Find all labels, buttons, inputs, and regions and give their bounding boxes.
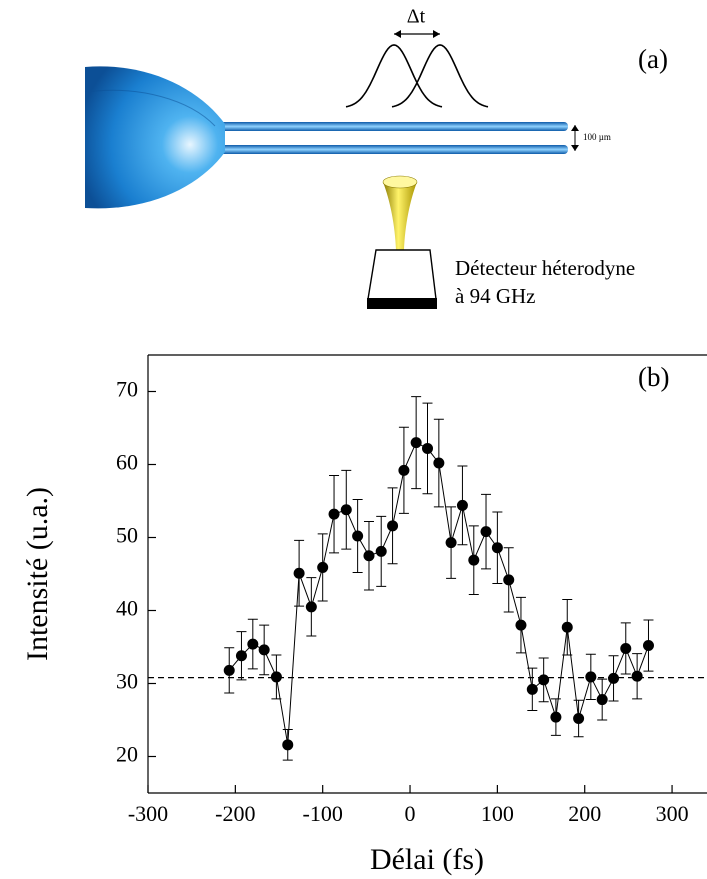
data-point bbox=[282, 739, 294, 751]
y-tick-label: 30 bbox=[116, 669, 138, 694]
data-point bbox=[293, 567, 305, 579]
x-tick-label: -300 bbox=[128, 801, 168, 826]
data-point bbox=[410, 437, 422, 449]
data-point bbox=[515, 619, 527, 631]
data-point bbox=[422, 442, 433, 454]
detector-base bbox=[367, 298, 437, 309]
data-point bbox=[491, 542, 503, 554]
data-point bbox=[317, 561, 329, 573]
data-point bbox=[270, 671, 282, 683]
detector-label: Détecteur héterodyne bbox=[455, 256, 635, 280]
x-axis-title: Délai (fs) bbox=[370, 843, 484, 876]
waveguide bbox=[215, 145, 568, 154]
y-axis-title: Intensité (u.a.) bbox=[21, 487, 54, 661]
scale-label: 100 µm bbox=[583, 132, 611, 142]
panel-label: (b) bbox=[638, 362, 669, 392]
data-point bbox=[468, 554, 480, 566]
data-point bbox=[363, 550, 375, 562]
data-point bbox=[235, 650, 247, 662]
delay-label: Δt bbox=[407, 6, 426, 28]
data-point bbox=[620, 642, 632, 654]
data-point bbox=[585, 671, 597, 683]
data-point bbox=[596, 694, 608, 706]
data-point bbox=[642, 640, 654, 652]
data-point bbox=[258, 644, 270, 656]
data-point bbox=[375, 545, 387, 557]
data-point bbox=[526, 683, 538, 695]
y-tick-label: 50 bbox=[116, 523, 138, 548]
diagram: Δt 100 µm (a) Détecteur héterodyne à 94 … bbox=[84, 6, 668, 309]
data-point bbox=[340, 504, 352, 516]
x-tick-label: -100 bbox=[303, 801, 343, 826]
horn bbox=[85, 66, 225, 209]
data-point bbox=[456, 499, 468, 511]
data-point bbox=[433, 457, 445, 469]
data-point bbox=[387, 520, 399, 532]
arrow-heads bbox=[571, 125, 579, 151]
x-tick-label: 100 bbox=[481, 801, 514, 826]
data-point bbox=[561, 621, 573, 633]
y-tick-label: 40 bbox=[116, 596, 138, 621]
data-point bbox=[480, 526, 492, 538]
data-point bbox=[352, 530, 364, 542]
waveguide bbox=[215, 122, 568, 131]
data-point bbox=[247, 638, 259, 650]
data-point bbox=[445, 537, 457, 549]
x-tick-label: 200 bbox=[568, 801, 601, 826]
detector-mouth bbox=[382, 175, 418, 189]
data-point bbox=[328, 508, 340, 520]
data-point bbox=[573, 713, 585, 725]
y-tick-label: 60 bbox=[116, 450, 138, 475]
y-tick-label: 70 bbox=[116, 377, 138, 402]
y-tick-label: 20 bbox=[116, 742, 138, 767]
data-point bbox=[550, 711, 562, 723]
plot: (b) Délai (fs) Intensité (u.a.) -300 -200… bbox=[21, 354, 707, 876]
detector-box bbox=[367, 249, 437, 300]
horn-edge bbox=[84, 89, 216, 127]
x-tick-label: -200 bbox=[215, 801, 255, 826]
data-point bbox=[223, 664, 235, 676]
detector-horn bbox=[383, 182, 417, 250]
data-point bbox=[631, 670, 643, 682]
data-point bbox=[305, 601, 317, 613]
data-point bbox=[608, 672, 620, 684]
detector-label: à 94 GHz bbox=[455, 284, 535, 308]
panel-label: (a) bbox=[638, 44, 668, 74]
pulse bbox=[345, 44, 489, 108]
x-tick-label: 0 bbox=[405, 801, 416, 826]
data-point bbox=[538, 674, 550, 686]
data-point bbox=[503, 574, 515, 586]
data-point bbox=[398, 464, 410, 476]
x-tick-label: 300 bbox=[656, 801, 689, 826]
